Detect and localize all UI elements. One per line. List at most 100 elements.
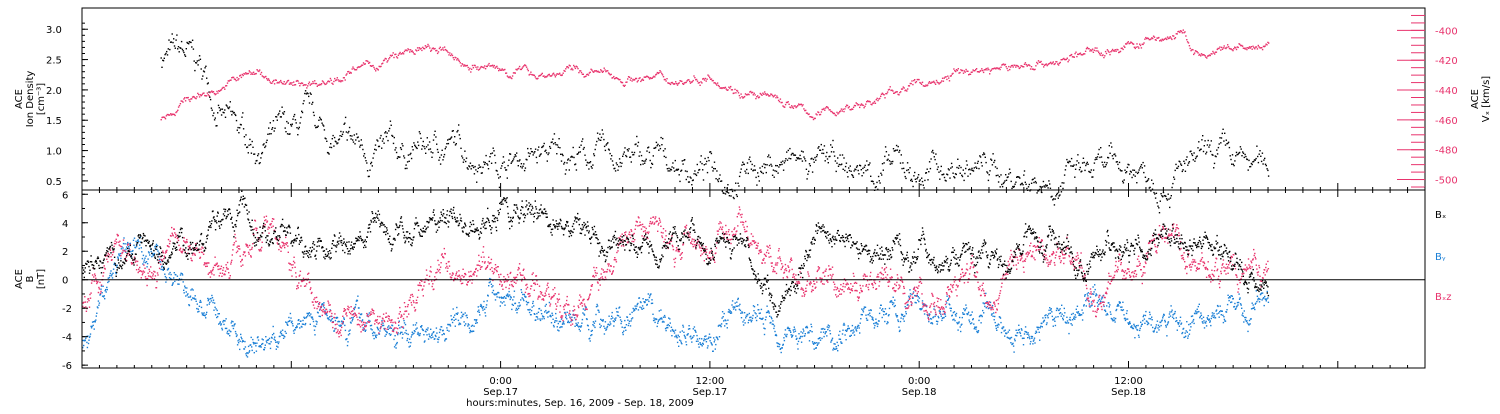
by-point — [1127, 322, 1129, 324]
density-point — [423, 145, 425, 148]
by-point — [265, 340, 268, 342]
by-point — [686, 334, 689, 336]
density-point — [1045, 184, 1047, 186]
vx-point — [1064, 58, 1066, 61]
density-point — [456, 131, 458, 133]
density-point — [447, 139, 449, 141]
vx-point — [171, 113, 174, 115]
density-point — [1073, 164, 1075, 166]
by-point — [145, 255, 147, 257]
density-point — [1129, 170, 1132, 172]
by-point — [753, 310, 755, 312]
density-point — [396, 157, 399, 160]
by-point — [177, 283, 179, 285]
by-point — [1170, 311, 1173, 313]
density-point — [384, 132, 386, 134]
density-point — [710, 152, 713, 155]
vx-point — [1155, 39, 1157, 41]
vx-point — [1191, 48, 1193, 51]
density-point — [664, 148, 666, 150]
by-point — [1165, 326, 1167, 328]
vx-point — [957, 68, 959, 70]
density-point — [648, 151, 651, 154]
vx-point — [682, 82, 684, 85]
by-point — [1249, 323, 1251, 325]
density-point — [481, 172, 483, 174]
by-point — [929, 313, 931, 316]
density-point — [631, 151, 633, 153]
density-point — [943, 176, 946, 179]
vx-point — [353, 67, 355, 70]
density-point — [688, 181, 691, 183]
density-point — [883, 162, 885, 164]
density-point — [322, 124, 324, 126]
by-point — [456, 313, 458, 315]
by-point — [762, 317, 764, 319]
vx-point — [798, 104, 801, 106]
by-point — [451, 318, 453, 320]
by-point — [394, 344, 397, 346]
vx-point — [511, 77, 513, 80]
by-point — [726, 323, 728, 325]
density-point — [336, 143, 338, 145]
vx-point — [167, 113, 169, 116]
density-point — [248, 144, 250, 146]
density-point — [655, 141, 658, 144]
density-point — [1225, 139, 1227, 141]
density-point — [1230, 158, 1232, 161]
density-point — [945, 180, 947, 182]
density-point — [914, 178, 917, 180]
density-point — [574, 163, 576, 166]
density-point — [896, 149, 899, 151]
density-point — [982, 154, 984, 156]
by-point — [668, 325, 670, 327]
by-point — [142, 254, 145, 257]
by-point — [1058, 312, 1061, 315]
density-point — [261, 152, 263, 155]
density-point — [474, 165, 476, 168]
density-point — [546, 160, 548, 162]
bz-point — [83, 306, 85, 309]
by-point — [573, 314, 575, 316]
by-point — [694, 330, 697, 332]
vx-point — [1009, 66, 1012, 68]
by-point — [400, 326, 403, 328]
by-point — [286, 322, 288, 324]
density-point — [237, 126, 239, 129]
vx-point — [866, 101, 868, 103]
by-point — [225, 327, 228, 330]
by-point — [1008, 329, 1011, 331]
vx-point — [393, 56, 395, 59]
by-point — [264, 347, 266, 349]
vx-point — [655, 74, 657, 76]
density-point — [497, 173, 499, 176]
by-point — [511, 303, 513, 306]
by-point — [607, 323, 610, 325]
density-point — [359, 146, 361, 148]
density-point — [320, 119, 322, 121]
density-point — [734, 190, 736, 192]
by-point — [1147, 321, 1149, 324]
by-point — [230, 330, 232, 333]
vx-point — [1199, 53, 1201, 56]
density-point — [1250, 162, 1253, 165]
by-point — [849, 335, 851, 337]
density-point — [472, 166, 475, 169]
vx-point — [304, 84, 306, 86]
vx-point — [951, 73, 953, 75]
vx-point — [726, 89, 728, 91]
vx-point — [216, 90, 218, 93]
vx-point — [458, 60, 461, 62]
vx-point — [770, 93, 772, 95]
by-point — [1148, 311, 1151, 313]
density-point — [353, 134, 355, 136]
vx-point — [396, 57, 399, 59]
density-point — [220, 114, 223, 116]
by-point — [784, 333, 786, 336]
density-point — [706, 171, 709, 174]
vx-point — [528, 74, 530, 76]
by-point — [248, 350, 251, 352]
by-point — [887, 321, 889, 324]
by-point — [536, 312, 538, 315]
vx-point — [494, 67, 496, 69]
